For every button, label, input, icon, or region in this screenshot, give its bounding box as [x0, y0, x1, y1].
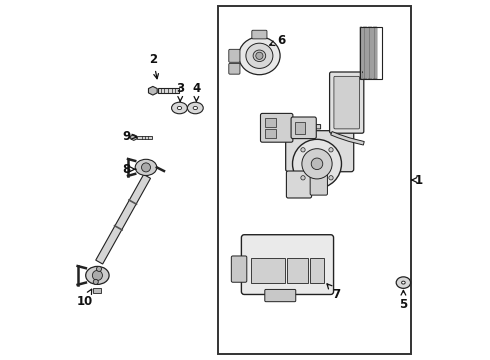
- Text: 7: 7: [327, 284, 341, 301]
- Bar: [373, 27, 374, 79]
- Polygon shape: [131, 135, 137, 140]
- FancyBboxPatch shape: [287, 258, 308, 283]
- Polygon shape: [96, 175, 150, 264]
- FancyBboxPatch shape: [291, 117, 316, 139]
- Text: 2: 2: [149, 53, 158, 79]
- Circle shape: [329, 148, 333, 152]
- Polygon shape: [331, 131, 364, 145]
- Bar: [363, 27, 365, 79]
- Bar: [360, 27, 382, 79]
- Circle shape: [293, 139, 342, 188]
- Text: 6: 6: [270, 34, 285, 47]
- Circle shape: [329, 176, 333, 180]
- Ellipse shape: [177, 107, 182, 109]
- Circle shape: [93, 279, 98, 284]
- FancyBboxPatch shape: [265, 129, 276, 138]
- Ellipse shape: [253, 50, 266, 62]
- Circle shape: [311, 158, 323, 170]
- Text: 1: 1: [412, 174, 423, 186]
- Polygon shape: [137, 136, 152, 139]
- Circle shape: [97, 266, 101, 271]
- FancyBboxPatch shape: [310, 174, 327, 195]
- FancyBboxPatch shape: [334, 76, 360, 129]
- FancyBboxPatch shape: [94, 288, 101, 293]
- Text: 3: 3: [176, 82, 184, 101]
- Ellipse shape: [396, 277, 411, 288]
- Bar: [218, 6, 411, 354]
- Polygon shape: [148, 86, 157, 95]
- Ellipse shape: [86, 266, 109, 284]
- Ellipse shape: [402, 281, 405, 284]
- Ellipse shape: [92, 270, 102, 280]
- Polygon shape: [158, 88, 179, 93]
- Ellipse shape: [193, 107, 197, 109]
- FancyBboxPatch shape: [251, 258, 285, 283]
- FancyBboxPatch shape: [231, 256, 247, 282]
- Ellipse shape: [142, 163, 150, 172]
- Ellipse shape: [239, 37, 280, 75]
- FancyBboxPatch shape: [229, 49, 240, 62]
- Ellipse shape: [172, 102, 187, 114]
- Circle shape: [301, 148, 305, 152]
- Polygon shape: [291, 125, 320, 132]
- Circle shape: [302, 149, 332, 179]
- Text: 8: 8: [122, 163, 136, 176]
- FancyBboxPatch shape: [286, 131, 354, 172]
- Bar: [360, 27, 362, 79]
- Bar: [375, 27, 377, 79]
- FancyBboxPatch shape: [242, 235, 334, 294]
- Ellipse shape: [246, 43, 273, 68]
- FancyBboxPatch shape: [252, 30, 267, 39]
- Bar: [370, 27, 372, 79]
- FancyBboxPatch shape: [295, 122, 305, 134]
- Text: 4: 4: [192, 82, 200, 101]
- Text: 10: 10: [76, 289, 93, 308]
- FancyBboxPatch shape: [265, 289, 296, 302]
- Bar: [368, 27, 369, 79]
- FancyBboxPatch shape: [229, 63, 240, 74]
- Circle shape: [301, 176, 305, 180]
- FancyBboxPatch shape: [286, 171, 312, 198]
- FancyBboxPatch shape: [310, 258, 324, 283]
- Ellipse shape: [187, 102, 203, 114]
- FancyBboxPatch shape: [330, 72, 364, 133]
- Bar: [365, 27, 367, 79]
- Text: 5: 5: [399, 291, 408, 311]
- Ellipse shape: [135, 159, 157, 175]
- FancyBboxPatch shape: [265, 118, 276, 127]
- Circle shape: [256, 52, 263, 59]
- Text: 9: 9: [122, 130, 137, 143]
- FancyBboxPatch shape: [261, 113, 293, 142]
